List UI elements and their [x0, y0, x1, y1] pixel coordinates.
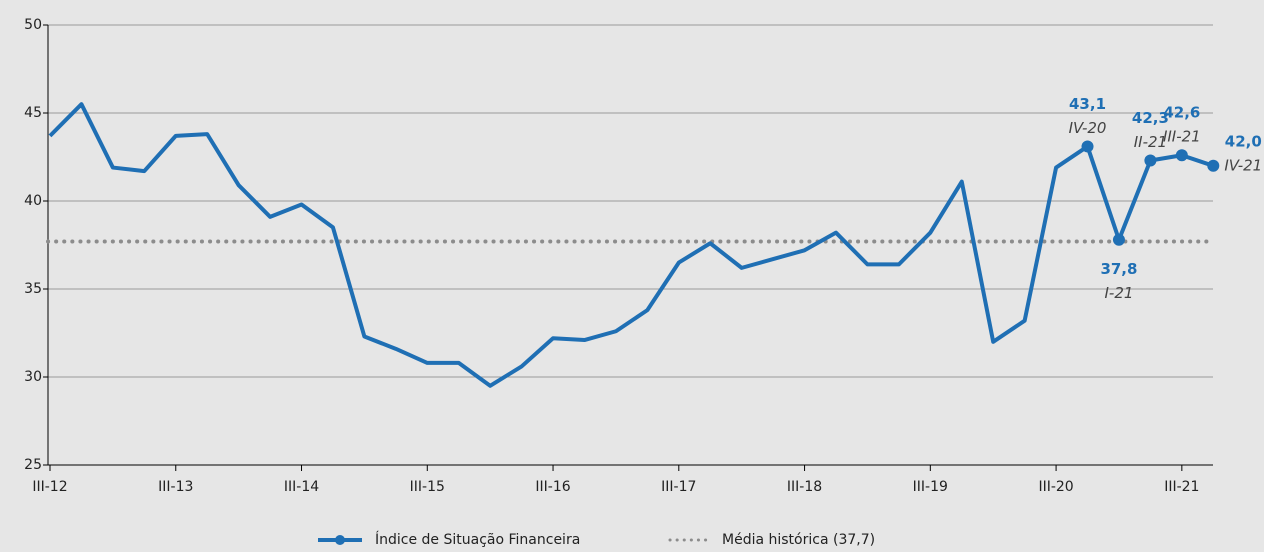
- x-tick-label: III-16: [535, 479, 570, 495]
- value-label: 42,6: [1163, 104, 1200, 122]
- point-marker: [1144, 154, 1157, 167]
- point-marker: [1081, 140, 1094, 153]
- y-tick-label: 35: [24, 281, 42, 297]
- x-tick-label: III-17: [661, 479, 696, 495]
- value-label: 42,3: [1132, 109, 1169, 127]
- point-marker: [1112, 233, 1125, 246]
- value-label: 37,8: [1100, 260, 1137, 278]
- point-label: IV-21: [1224, 156, 1262, 174]
- value-label: 43,1: [1069, 95, 1106, 113]
- x-tick-label: III-21: [1164, 479, 1199, 495]
- y-tick-label: 50: [24, 17, 42, 33]
- x-tick-label: III-12: [32, 479, 67, 495]
- y-tick-label: 30: [24, 369, 42, 385]
- y-tick-label: 25: [24, 457, 42, 473]
- series-line: [48, 102, 1214, 388]
- x-tick-label: III-19: [913, 479, 948, 495]
- x-tick-label: III-18: [787, 479, 822, 495]
- legend-marker: [335, 535, 345, 545]
- x-tick-label: III-20: [1038, 479, 1073, 495]
- legend-label: Índice de Situação Financeira: [375, 531, 580, 548]
- x-tick-label: III-15: [410, 479, 445, 495]
- y-tick-label: 40: [24, 193, 42, 209]
- point-label: II-21: [1134, 133, 1167, 151]
- point-label: IV-20: [1069, 119, 1107, 137]
- value-label: 42,0: [1225, 132, 1262, 150]
- y-tick-label: 45: [24, 105, 42, 121]
- legend-label: Média histórica (37,7): [722, 532, 875, 548]
- point-label: I-21: [1104, 284, 1133, 302]
- x-tick-label: III-13: [158, 479, 193, 495]
- point-marker: [1207, 159, 1220, 172]
- point-marker: [1175, 149, 1188, 162]
- point-label: III-21: [1163, 128, 1201, 146]
- x-tick-label: III-14: [284, 479, 319, 495]
